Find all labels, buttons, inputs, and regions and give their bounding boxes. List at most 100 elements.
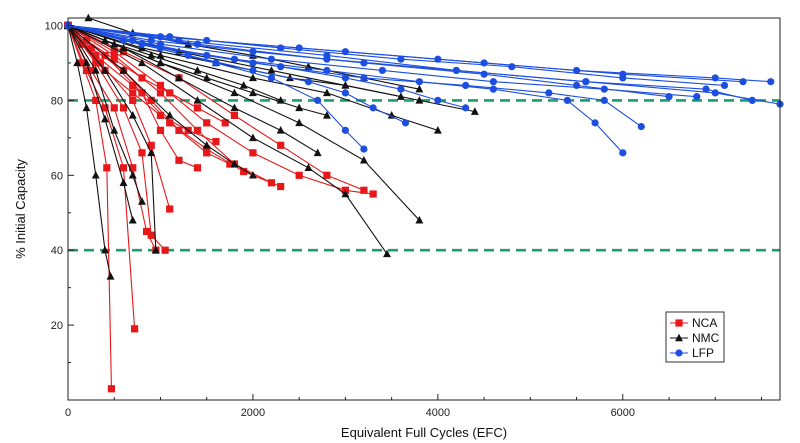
nca-point-3-3: [110, 104, 118, 112]
nmc-point-13-5: [276, 126, 285, 134]
nmc-point-8-5: [387, 111, 396, 119]
nmc-point-2-3: [101, 114, 109, 123]
nca-point-7-3: [156, 89, 165, 97]
nmc-point-5-6: [248, 170, 257, 179]
nmc-point-4-2: [101, 66, 109, 74]
nmc-point-14-1: [84, 13, 93, 22]
lfp-point-9-7: [369, 104, 377, 112]
nmc-point-7-3: [230, 88, 239, 97]
lfp-point-12-7: [720, 81, 729, 90]
nca-point-11-4: [147, 96, 155, 104]
nmc-point-2-2: [82, 58, 91, 67]
legend-label-nca: NCA: [692, 316, 717, 330]
lfp-point-5-5: [489, 78, 497, 86]
nmc-point-14-7: [415, 84, 424, 93]
nca-point-5-3: [129, 96, 137, 104]
nca-point-13-7: [221, 119, 229, 127]
lfp-point-7-5: [415, 78, 423, 86]
y-tick-label-100: 100: [45, 20, 63, 32]
lfp-point-4-6: [702, 85, 710, 93]
nca-point-9-5: [277, 141, 285, 149]
lfp-point-7-8: [591, 119, 599, 127]
y-axis-label: % Initial Capacity: [13, 159, 28, 259]
y-tick-label-40: 40: [51, 245, 63, 257]
lfp-point-6-7: [600, 96, 608, 104]
nca-point-7-2: [110, 51, 118, 60]
reference-lines: [68, 99, 780, 252]
nca-point-13-5: [166, 89, 174, 97]
nmc-point-6-7: [383, 249, 391, 258]
nca-point-13-3: [110, 55, 118, 63]
nmc-point-6-5: [304, 163, 313, 172]
nca-point-8-4: [203, 119, 211, 127]
lfp-point-6-5: [462, 81, 470, 90]
nmc-point-8-6: [433, 126, 442, 134]
lfp-point-12-4: [397, 55, 405, 63]
lfp-point-4-2: [193, 40, 202, 48]
nca-point-8-6: [295, 171, 303, 179]
lfp-point-5-4: [378, 66, 386, 75]
lfp-point-11-2: [147, 36, 155, 45]
nmc-point-13-6: [313, 148, 322, 157]
nmc-point-8-3: [248, 73, 257, 82]
x-tick-label-4000: 4000: [426, 407, 450, 419]
x-tick-label-2000: 2000: [241, 407, 265, 419]
lfp-point-10-2: [138, 40, 146, 48]
lfp-point-8-8: [462, 104, 470, 112]
legend-marker-nmc: [675, 333, 683, 342]
lfp-point-11-5: [480, 70, 488, 78]
nmc-point-11-3: [156, 58, 165, 67]
lfp-point-7-9: [619, 149, 627, 157]
nca-point-11-7: [226, 160, 234, 168]
nca-point-11-6: [203, 149, 211, 157]
lfp-point-7-7: [563, 96, 571, 104]
nca-point-10-4: [166, 119, 174, 127]
nmc-point-4-5: [151, 245, 160, 254]
nca-point-12-7: [212, 137, 220, 146]
nmc-point-3-3: [110, 126, 119, 134]
nca-point-2-5: [130, 325, 139, 333]
nca-point-2-4: [119, 164, 128, 172]
lfp-point-10-3: [212, 59, 220, 67]
nca-point-10-5: [203, 145, 211, 153]
nca-point-6-6: [193, 164, 202, 172]
nmc-point-7-4: [295, 118, 304, 127]
nmc-point-2-5: [128, 215, 137, 224]
nca-cell-line-8: [67, 25, 374, 195]
lfp-point-9-8: [401, 119, 410, 127]
nmc-point-9-3: [267, 66, 276, 74]
legend-marker-lfp: [675, 349, 683, 357]
lfp-point-8-5: [341, 74, 350, 82]
nca-point-10-2: [92, 51, 100, 60]
nca-point-6-4: [156, 126, 165, 134]
nca-point-12-2: [78, 40, 86, 48]
lfp-point-12-2: [166, 33, 174, 41]
nca-point-2-3: [101, 104, 109, 112]
nca-point-12-5: [156, 111, 165, 119]
nmc-point-12-5: [239, 81, 248, 89]
lfp-point-8-7: [434, 96, 442, 104]
nmc-point-3-5: [138, 197, 146, 205]
x-tick-label-0: 0: [65, 407, 71, 419]
lfp-point-6-4: [360, 74, 368, 82]
lfp-point-10-7: [360, 145, 368, 153]
nmc-point-3-2: [91, 66, 100, 74]
nca-point-9-6: [323, 171, 331, 179]
nmc-point-8-4: [322, 88, 331, 97]
lfp-point-6-8: [637, 123, 645, 131]
nmc-point-11-7: [322, 111, 331, 119]
nca-point-4-6: [161, 246, 169, 254]
nca-point-10-6: [240, 167, 248, 176]
nca-point-1-4: [103, 164, 111, 172]
nmc-point-10-6: [396, 92, 405, 100]
nca-point-11-2: [87, 44, 95, 52]
nmc-point-2-4: [119, 178, 128, 187]
nmc-point-11-5: [248, 88, 257, 97]
nca-point-8-5: [249, 149, 257, 157]
y-tick-label-60: 60: [51, 170, 63, 182]
lfp-point-8-6: [397, 85, 405, 93]
nca-point-9-7: [360, 186, 368, 194]
nca-point-1-2: [78, 59, 86, 67]
